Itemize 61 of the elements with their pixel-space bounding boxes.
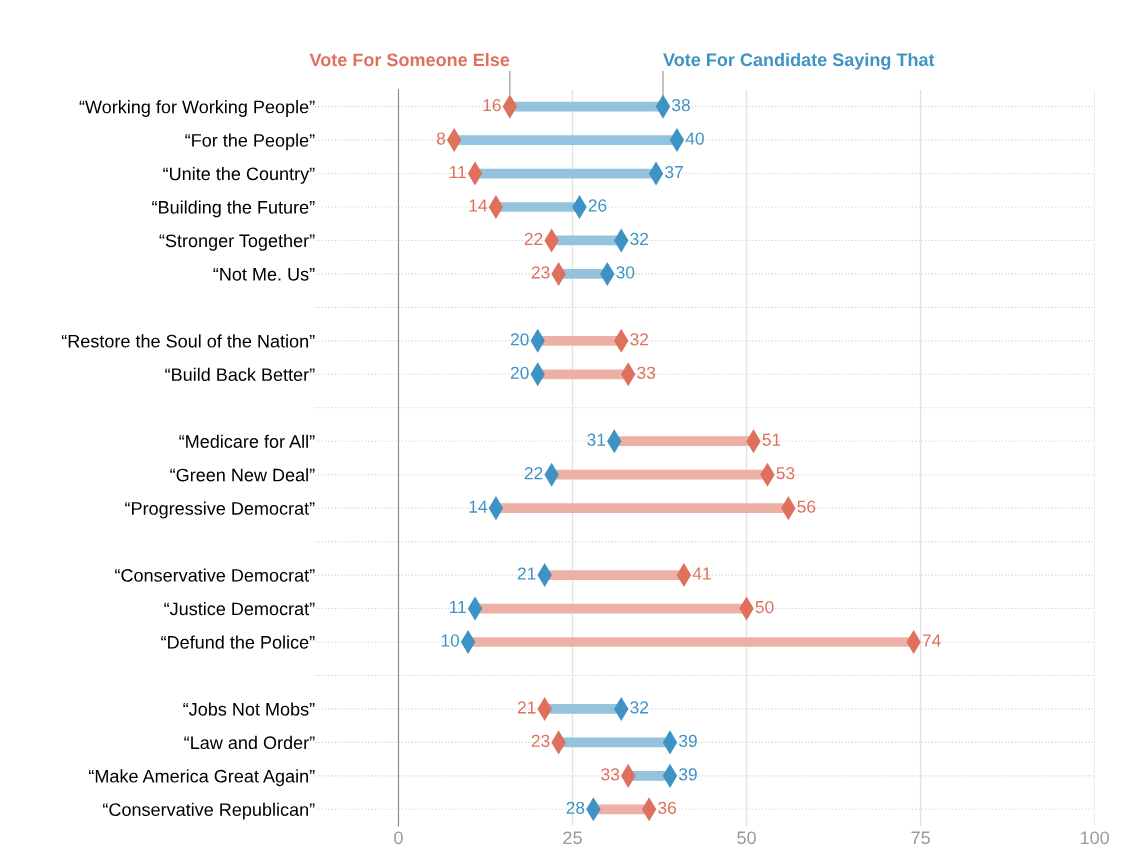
data-label: 32 — [630, 232, 649, 246]
y-tick-label: “Green New Deal” — [170, 468, 315, 482]
data-label: 39 — [678, 768, 697, 781]
data-label: 28 — [566, 801, 585, 814]
y-tick-label: “Law and Order” — [184, 735, 315, 750]
data-label: 37 — [665, 165, 683, 179]
data-label: 51 — [762, 433, 781, 446]
data-label: 36 — [658, 801, 676, 814]
data-label: 21 — [517, 567, 536, 580]
data-label: 21 — [517, 701, 536, 714]
data-label: 53 — [776, 467, 795, 480]
data-label: 23 — [531, 266, 550, 279]
data-label: 31 — [587, 433, 606, 446]
data-label: 50 — [755, 600, 774, 614]
y-tick-label: “Stronger Together” — [159, 233, 315, 251]
y-tick-label: “Conservative Democrat” — [115, 568, 315, 582]
data-label: 74 — [922, 634, 941, 647]
data-label: 14 — [469, 199, 488, 212]
data-label: 20 — [510, 333, 529, 346]
data-label: 39 — [678, 734, 697, 748]
series-label: Vote For Someone Else — [309, 52, 510, 67]
data-label: 41 — [692, 567, 711, 580]
data-label: 30 — [616, 266, 635, 279]
y-tick-label: “Restore the Soul of the Nation” — [61, 334, 315, 348]
y-tick-label: “Unite the Country” — [163, 166, 315, 184]
data-label: 40 — [685, 132, 704, 145]
data-label: 32 — [630, 701, 649, 714]
x-tick-label: 25 — [563, 831, 582, 845]
data-label: 33 — [637, 366, 656, 379]
y-tick-label: “Not Me. Us” — [213, 268, 315, 281]
data-label: 23 — [531, 734, 550, 748]
y-tick-label: “Working for Working People” — [79, 100, 315, 117]
y-tick-label: “Build Back Better” — [165, 367, 315, 382]
data-label: 33 — [601, 768, 620, 781]
series-label: Vote For Candidate Saying That — [663, 52, 935, 70]
data-label: 20 — [510, 366, 529, 379]
y-tick-label: “For the People” — [185, 133, 315, 151]
y-tick-label: “Jobs Not Mobs” — [183, 702, 315, 716]
x-tick-label: 75 — [911, 831, 930, 845]
data-label: 22 — [524, 467, 543, 480]
x-tick-label: 50 — [737, 831, 756, 845]
y-tick-label: “Make America Great Again” — [89, 769, 315, 787]
x-tick-label: 0 — [394, 831, 403, 845]
data-label: 11 — [449, 166, 466, 179]
data-label: 32 — [630, 333, 649, 346]
data-label: 11 — [449, 601, 466, 614]
data-label: 16 — [483, 98, 501, 112]
data-label: 38 — [672, 98, 690, 112]
y-tick-label: “Justice Democrat” — [164, 602, 315, 616]
y-tick-label: “Defund the Police” — [161, 635, 315, 649]
data-label: 10 — [441, 634, 460, 647]
x-tick-label: 100 — [1080, 831, 1109, 845]
data-label: 26 — [588, 199, 607, 212]
y-tick-label: “Medicare for All” — [179, 434, 315, 448]
data-label: 8 — [436, 132, 446, 145]
y-tick-label: “Conservative Republican” — [103, 802, 315, 820]
y-tick-label: “Building the Future” — [152, 200, 315, 218]
data-label: 22 — [524, 232, 543, 245]
data-label: 14 — [469, 500, 488, 513]
y-tick-label: “Progressive Democrat” — [125, 501, 315, 519]
data-label: 56 — [797, 500, 816, 513]
